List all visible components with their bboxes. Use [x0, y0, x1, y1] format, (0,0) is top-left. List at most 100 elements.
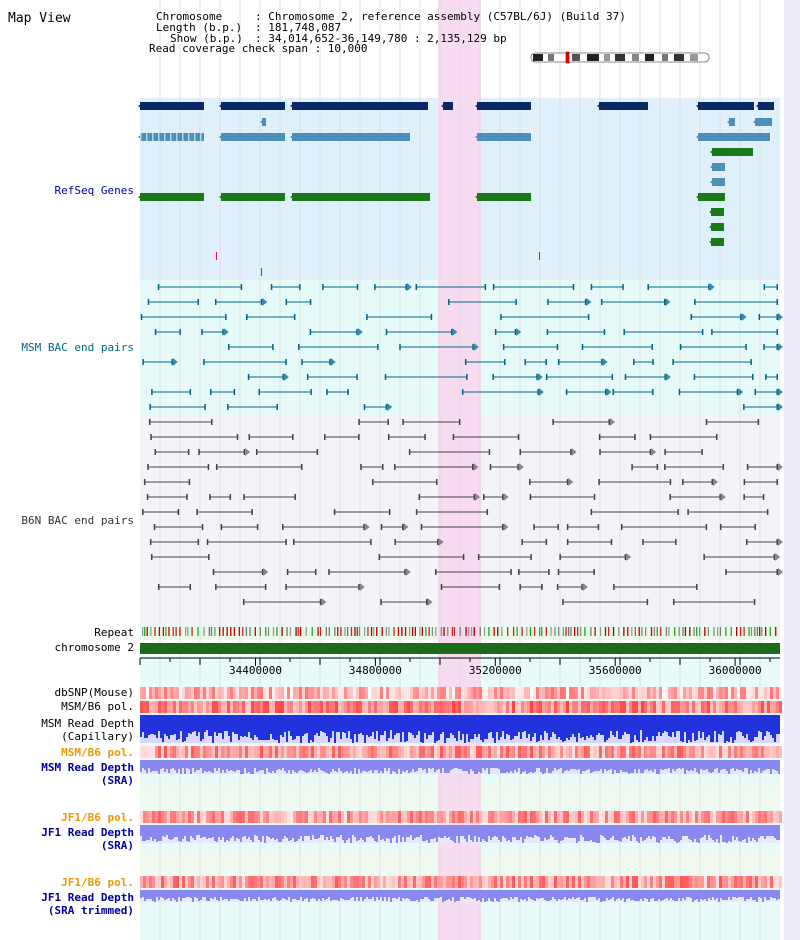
- show-value: : 34,014,652-36,149,780 : 2,135,129 bp: [255, 32, 507, 45]
- pol-cell: [296, 746, 299, 758]
- depth-bar: [252, 825, 254, 842]
- depth-bar: [344, 715, 346, 733]
- polymorphism-tracks[interactable]: [140, 687, 782, 888]
- depth-bar: [380, 890, 382, 897]
- depth-bar: [212, 825, 214, 837]
- msm-bac-track[interactable]: [140, 283, 783, 411]
- depth-bar: [154, 715, 156, 735]
- pol-cell: [755, 876, 758, 888]
- depth-bar: [556, 890, 558, 901]
- depth-bar: [470, 890, 472, 898]
- depth-bar: [558, 715, 560, 737]
- chromosome-ideogram[interactable]: [530, 51, 710, 64]
- pol-cell: [269, 876, 272, 888]
- pol-cell: [740, 746, 743, 758]
- pol-cell: [260, 687, 263, 699]
- depth-bar: [380, 715, 382, 735]
- depth-bar: [396, 890, 398, 899]
- pol-cell: [545, 701, 548, 713]
- pol-cell: [575, 687, 578, 699]
- pol-cell: [458, 746, 461, 758]
- gene-block: [292, 193, 430, 201]
- pol-cell: [491, 701, 494, 713]
- b6n-bac-track[interactable]: [142, 418, 783, 606]
- pol-cell: [368, 687, 371, 699]
- depth-bar: [268, 715, 270, 740]
- depth-bar: [516, 715, 518, 736]
- msm-bac-label[interactable]: MSM BAC end pairs: [21, 341, 134, 354]
- pol-cell: [161, 701, 164, 713]
- exon-gap: [140, 133, 142, 141]
- msm-read-depth-sra-label[interactable]: MSM Read Depth: [41, 761, 134, 774]
- depth-bar: [304, 825, 306, 836]
- msm-read-depth-capillary-label[interactable]: MSM Read Depth: [41, 717, 134, 730]
- jf1-read-depth-trimmed-label[interactable]: JF1 Read Depth: [41, 891, 134, 904]
- pol-cell: [149, 746, 152, 758]
- depth-bar: [614, 760, 616, 770]
- repeat-label[interactable]: Repeat: [94, 626, 134, 639]
- depth-bar: [312, 890, 314, 898]
- depth-bar: [654, 890, 656, 901]
- pol-cell: [281, 746, 284, 758]
- dbsnp-label[interactable]: dbSNP(Mouse): [55, 686, 134, 699]
- read-depth-tracks[interactable]: [140, 715, 780, 902]
- depth-bar: [724, 760, 726, 769]
- depth-bar: [508, 825, 510, 840]
- repeat-mark: [507, 627, 509, 636]
- depth-bar: [542, 825, 544, 841]
- pol-cell: [368, 811, 371, 823]
- bac-end: [189, 389, 192, 395]
- depth-bar: [616, 890, 618, 899]
- jf1-b6-pol-label-2[interactable]: JF1/B6 pol.: [61, 876, 134, 889]
- depth-bar: [592, 890, 594, 897]
- repeat-mark: [373, 627, 375, 636]
- depth-bar: [340, 760, 342, 771]
- pol-cell: [560, 811, 563, 823]
- pol-cell: [503, 876, 506, 888]
- depth-bar: [638, 760, 640, 769]
- repeat-mark: [453, 627, 456, 636]
- pol-cell: [305, 746, 308, 758]
- depth-bar: [268, 760, 270, 772]
- chromosome-label[interactable]: chromosome 2: [55, 641, 134, 654]
- depth-bar: [480, 825, 482, 842]
- jf1-read-depth-sra-label[interactable]: JF1 Read Depth: [41, 826, 134, 839]
- b6n-bac-label[interactable]: B6N BAC end pairs: [21, 514, 134, 527]
- depth-bar: [236, 825, 238, 838]
- depth-bar: [734, 760, 736, 771]
- depth-bar: [400, 715, 402, 742]
- depth-bar: [706, 890, 708, 901]
- pol-cell: [185, 687, 188, 699]
- depth-bar: [342, 715, 344, 732]
- refseq-genes-track[interactable]: [138, 102, 774, 276]
- pol-cell: [467, 687, 470, 699]
- bac-end: [604, 389, 607, 395]
- pol-cell: [494, 687, 497, 699]
- pol-cell: [194, 811, 197, 823]
- depth-bar: [574, 715, 576, 737]
- refseq-genes-label[interactable]: RefSeq Genes: [55, 184, 134, 197]
- pol-cell: [617, 876, 620, 888]
- depth-bar: [774, 760, 776, 770]
- depth-bar: [380, 760, 382, 771]
- bac-end: [678, 389, 681, 395]
- depth-bar: [444, 825, 446, 836]
- msm-b6-pol-label-2[interactable]: MSM/B6 pol.: [61, 746, 134, 759]
- depth-bar: [746, 825, 748, 843]
- bac-end: [524, 359, 526, 365]
- bac-end: [649, 449, 652, 455]
- pol-cell: [749, 811, 752, 823]
- chromosome-bar[interactable]: [140, 643, 780, 654]
- repeat-track[interactable]: [142, 627, 777, 636]
- msm-b6-pol-label[interactable]: MSM/B6 pol.: [61, 700, 134, 713]
- depth-bar: [304, 715, 306, 734]
- pol-cell: [413, 876, 416, 888]
- depth-bar: [594, 825, 596, 842]
- depth-bar: [450, 760, 452, 770]
- jf1-b6-pol-label[interactable]: JF1/B6 pol.: [61, 811, 134, 824]
- pol-cell: [392, 687, 395, 699]
- pol-cell: [752, 701, 755, 713]
- depth-bar: [226, 715, 228, 731]
- depth-bar: [222, 715, 224, 739]
